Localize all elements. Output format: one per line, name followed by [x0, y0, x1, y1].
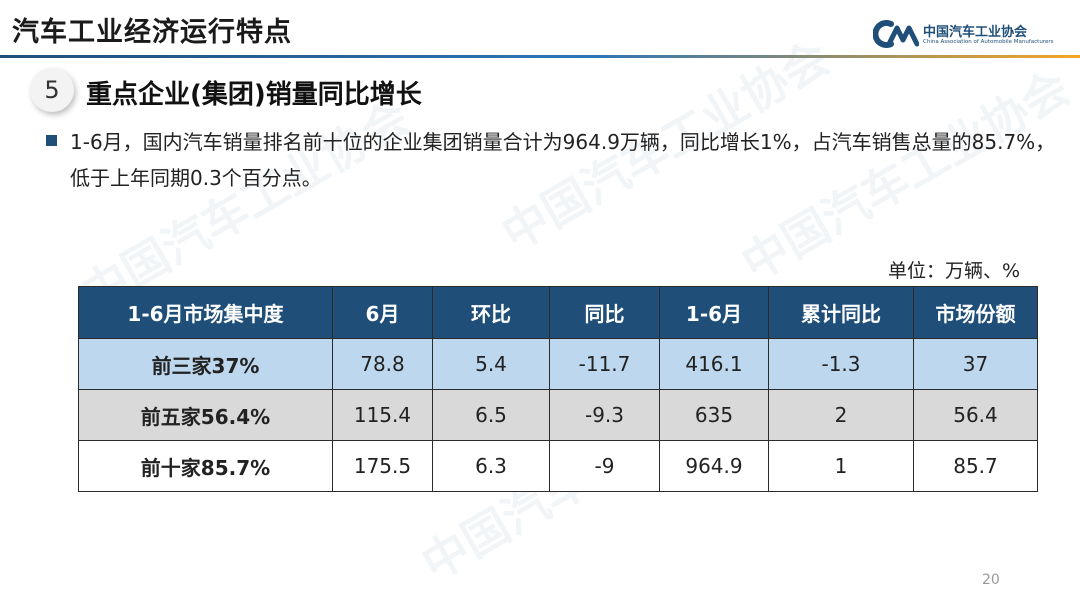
caam-logo: 中国汽车工业协会 China Association of Automobile…: [873, 20, 1053, 50]
table-header-cell: 市场份额: [913, 286, 1038, 339]
bullet-text: 1-6月，国内汽车销量排名前十位的企业集团销量合计为964.9万辆，同比增长1%…: [70, 130, 1056, 190]
section-title: 重点企业(集团)销量同比增长: [86, 80, 422, 110]
table-cell: 85.7: [913, 440, 1038, 492]
page-number: 20: [982, 572, 1000, 588]
logo-text-en: China Association of Automobile Manufact…: [923, 39, 1054, 45]
table-cell: 6.5: [432, 389, 550, 441]
row-label: 前十家85.7%: [78, 440, 333, 492]
table-cell: 37: [913, 338, 1038, 390]
table-cell: -9.3: [549, 389, 660, 441]
table-header-cell: 1-6月市场集中度: [78, 286, 333, 339]
unit-label: 单位：万辆、%: [888, 260, 1021, 282]
table-cell: 56.4: [913, 389, 1038, 441]
table-cell: 78.8: [332, 338, 433, 390]
slide-header-title: 汽车工业经济运行特点: [12, 17, 292, 48]
section-number-badge: 5: [30, 68, 74, 112]
header-divider: [0, 55, 1080, 58]
table-cell: 2: [768, 389, 914, 441]
logo-text-cn: 中国汽车工业协会: [923, 25, 1028, 40]
table-cell: -1.3: [768, 338, 914, 390]
table-cell: 6.3: [432, 440, 550, 492]
table-header-cell: 1-6月: [659, 286, 769, 339]
table-header-cell: 累计同比: [768, 286, 914, 339]
row-label: 前三家37%: [78, 338, 333, 390]
table-cell: 115.4: [332, 389, 433, 441]
concentration-table: 1-6月市场集中度 6月 环比 同比 1-6月 累计同比 市场份额 前三家37%…: [78, 286, 1038, 492]
table-row: 前十家85.7% 175.5 6.3 -9 964.9 1 85.7: [78, 440, 1038, 492]
table-cell: 1: [768, 440, 914, 492]
table-cell: 635: [659, 389, 769, 441]
caam-logo-icon: [873, 20, 919, 48]
table-cell: 175.5: [332, 440, 433, 492]
table-row: 前三家37% 78.8 5.4 -11.7 416.1 -1.3 37: [78, 338, 1038, 390]
table-cell: 5.4: [432, 338, 550, 390]
row-label: 前五家56.4%: [78, 389, 333, 441]
table-header-cell: 环比: [432, 286, 550, 339]
table-cell: -11.7: [549, 338, 660, 390]
table-cell: 964.9: [659, 440, 769, 492]
table-header-cell: 同比: [549, 286, 660, 339]
table-header-row: 1-6月市场集中度 6月 环比 同比 1-6月 累计同比 市场份额: [78, 286, 1038, 339]
table-cell: 416.1: [659, 338, 769, 390]
bullet-square-icon: [46, 135, 57, 146]
table-cell: -9: [549, 440, 660, 492]
table-header-cell: 6月: [332, 286, 433, 339]
table-row: 前五家56.4% 115.4 6.5 -9.3 635 2 56.4: [78, 389, 1038, 441]
